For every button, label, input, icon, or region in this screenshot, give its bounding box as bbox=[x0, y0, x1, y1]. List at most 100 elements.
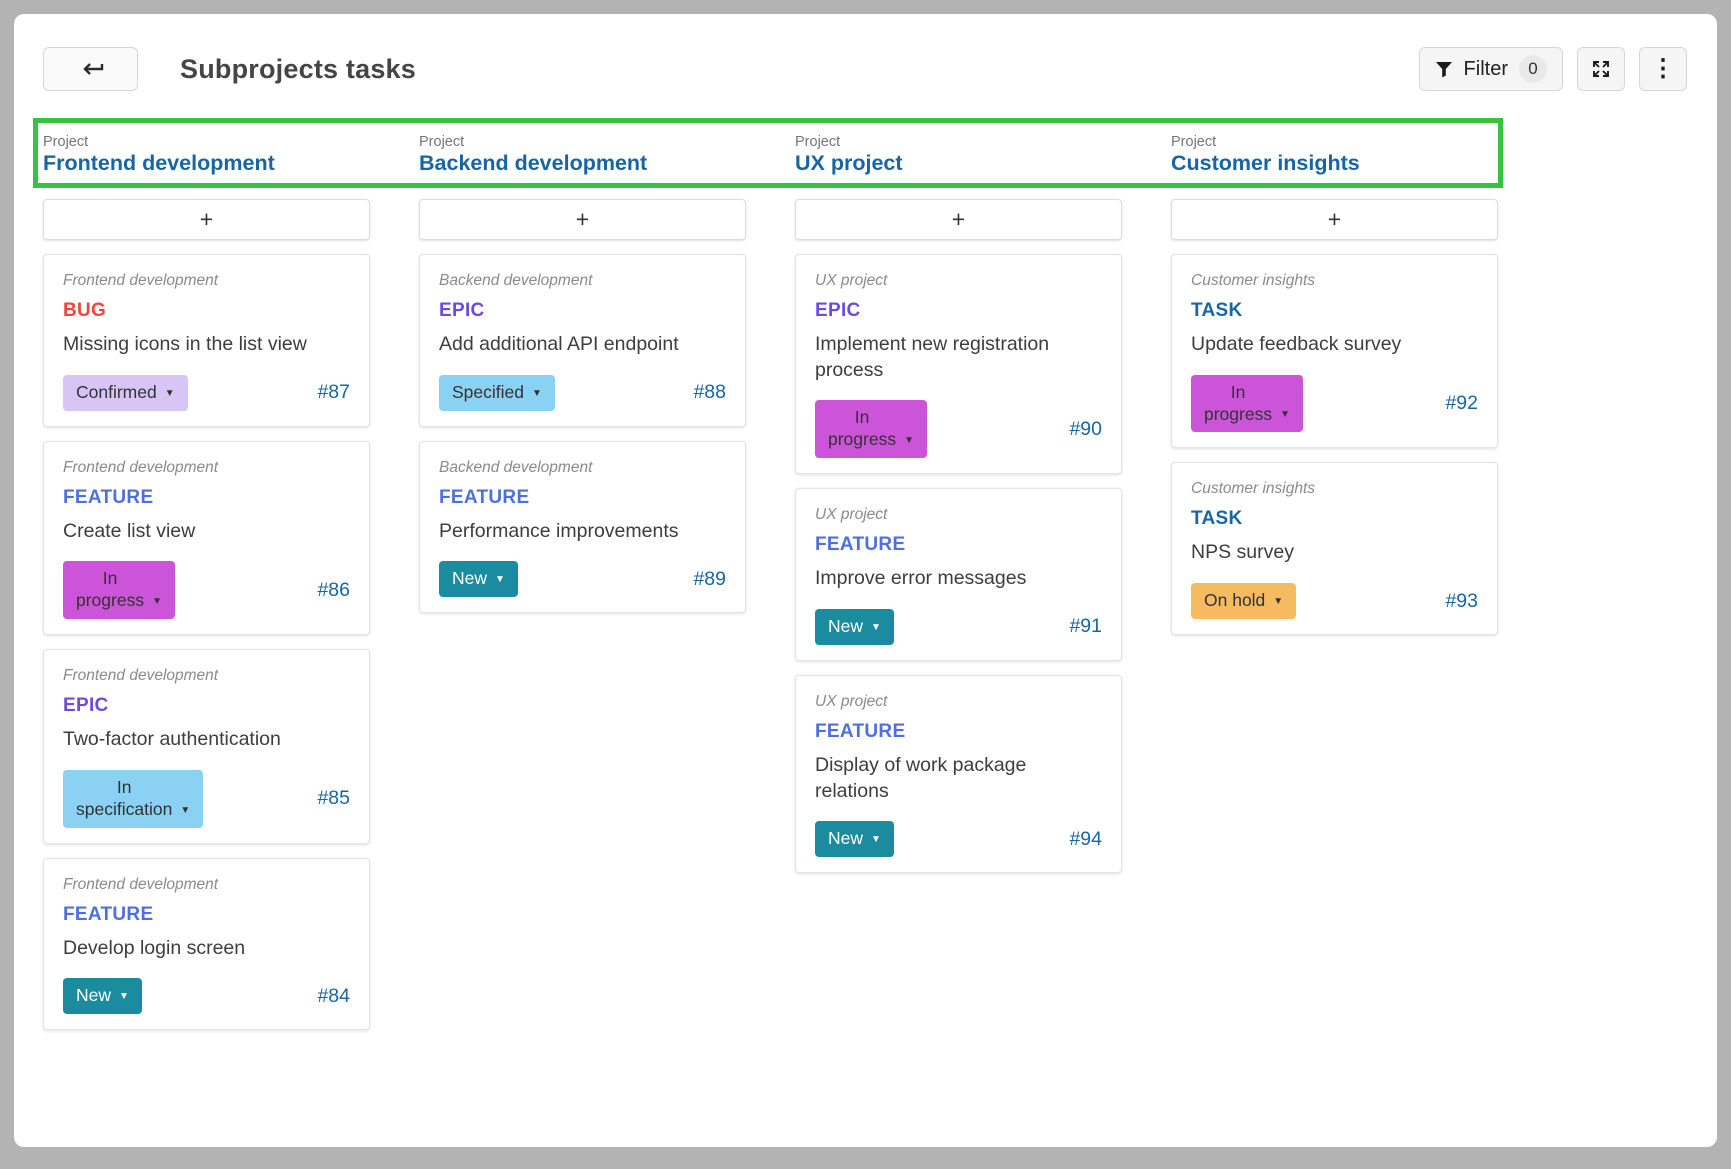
work-package-card[interactable]: Backend development FEATURE Performance … bbox=[419, 440, 746, 614]
status-label: New bbox=[76, 985, 112, 1006]
card-type-label: FEATURE bbox=[815, 720, 906, 742]
column-header-frontend: Project Frontend development bbox=[43, 134, 370, 176]
caret-down-icon: ▼ bbox=[164, 387, 175, 399]
back-button[interactable] bbox=[43, 47, 138, 91]
project-field-label: Project bbox=[419, 134, 465, 150]
card-project-name: Customer insights bbox=[1191, 480, 1316, 498]
card-project-name: UX project bbox=[815, 692, 888, 710]
work-package-card[interactable]: Backend development EPIC Add additional … bbox=[419, 254, 746, 427]
work-package-card[interactable]: UX project FEATURE Display of work packa… bbox=[795, 674, 1122, 874]
work-package-id[interactable]: #90 bbox=[1069, 417, 1102, 440]
work-package-id[interactable]: #84 bbox=[317, 984, 350, 1007]
card-type-label: BUG bbox=[63, 300, 107, 321]
more-menu-button[interactable]: ⋮ bbox=[1639, 47, 1687, 91]
board-column-backend: + Backend development EPIC Add additiona… bbox=[419, 199, 746, 1030]
card-title: Develop login screen bbox=[63, 936, 246, 959]
status-dropdown[interactable]: New ▼ bbox=[815, 608, 894, 645]
card-title: Improve error messages bbox=[815, 567, 1027, 590]
caret-down-icon: ▼ bbox=[495, 574, 505, 586]
project-field-label: Project bbox=[43, 134, 89, 150]
add-card-button[interactable]: + bbox=[1171, 199, 1498, 240]
status-dropdown[interactable]: New ▼ bbox=[815, 821, 894, 858]
status-dropdown[interactable]: Specified ▼ bbox=[439, 374, 555, 411]
card-title: Create list view bbox=[63, 519, 196, 542]
card-footer: Confirmed ▼ #87 bbox=[63, 374, 350, 411]
add-card-button[interactable]: + bbox=[419, 199, 746, 240]
status-dropdown[interactable]: In progress ▼ bbox=[815, 400, 927, 459]
caret-down-icon: ▼ bbox=[532, 387, 542, 399]
work-package-card[interactable]: Frontend development FEATURE Develop log… bbox=[43, 857, 370, 1031]
status-dropdown[interactable]: In progress ▼ bbox=[63, 561, 175, 620]
card-type-label: EPIC bbox=[63, 695, 109, 717]
status-dropdown[interactable]: New ▼ bbox=[63, 978, 142, 1015]
status-dropdown[interactable]: In progress ▼ bbox=[1191, 374, 1303, 433]
work-package-id[interactable]: #93 bbox=[1445, 589, 1478, 612]
card-type-label: EPIC bbox=[439, 300, 485, 321]
card-footer: In progress ▼ #86 bbox=[63, 561, 350, 620]
work-package-card[interactable]: Customer insights TASK NPS survey On hol… bbox=[1171, 462, 1498, 636]
project-header-highlight: Project Frontend development Project Bac… bbox=[33, 118, 1503, 188]
card-type-label: FEATURE bbox=[63, 486, 154, 508]
card-footer: New ▼ #91 bbox=[815, 608, 1102, 645]
caret-down-icon: ▼ bbox=[152, 596, 162, 608]
column-header-backend: Project Backend development bbox=[419, 134, 746, 176]
caret-down-icon: ▼ bbox=[871, 834, 881, 846]
card-title: Display of work package relations bbox=[815, 753, 1027, 802]
work-package-card[interactable]: Frontend development EPIC Two-factor aut… bbox=[43, 649, 370, 844]
work-package-id[interactable]: #91 bbox=[1069, 615, 1102, 638]
column-header-ux: Project UX project bbox=[795, 134, 1122, 176]
work-package-card[interactable]: UX project FEATURE Improve error message… bbox=[795, 488, 1122, 661]
card-footer: On hold ▼ #93 bbox=[1191, 583, 1478, 620]
card-footer: In progress ▼ #90 bbox=[815, 400, 1102, 459]
work-package-id[interactable]: #92 bbox=[1445, 392, 1478, 415]
work-package-id[interactable]: #85 bbox=[317, 787, 350, 810]
project-name: Customer insights bbox=[1171, 151, 1360, 175]
status-label: Confirmed bbox=[76, 381, 157, 402]
card-project-name: Frontend development bbox=[63, 667, 219, 685]
project-name: Frontend development bbox=[43, 151, 275, 175]
card-footer: In specification ▼ #85 bbox=[63, 769, 350, 828]
caret-down-icon: ▼ bbox=[904, 435, 914, 447]
status-dropdown[interactable]: New ▼ bbox=[439, 561, 518, 598]
status-label: New bbox=[828, 615, 864, 636]
card-project-name: Backend development bbox=[439, 272, 593, 289]
work-package-card[interactable]: Frontend development FEATURE Create list… bbox=[43, 440, 370, 636]
status-label: On hold bbox=[1204, 590, 1266, 611]
card-project-name: UX project bbox=[815, 506, 888, 524]
project-name: UX project bbox=[795, 151, 903, 175]
work-package-card[interactable]: Frontend development BUG Missing icons i… bbox=[43, 254, 370, 427]
work-package-id[interactable]: #88 bbox=[693, 381, 726, 404]
kebab-menu-icon: ⋮ bbox=[1651, 55, 1675, 82]
work-package-id[interactable]: #94 bbox=[1069, 827, 1102, 850]
card-type-label: TASK bbox=[1191, 300, 1243, 321]
work-package-card[interactable]: Customer insights TASK Update feedback s… bbox=[1171, 254, 1498, 449]
status-label: In progress bbox=[1204, 381, 1273, 424]
status-dropdown[interactable]: On hold ▼ bbox=[1191, 583, 1297, 620]
work-package-id[interactable]: #86 bbox=[317, 578, 350, 601]
status-dropdown[interactable]: In specification ▼ bbox=[63, 769, 204, 828]
back-arrow-icon bbox=[78, 61, 104, 77]
fullscreen-button[interactable] bbox=[1577, 47, 1625, 91]
work-package-id[interactable]: #87 bbox=[317, 381, 350, 404]
card-title: Performance improvements bbox=[439, 519, 679, 542]
status-label: In specification bbox=[76, 776, 173, 819]
card-project-name: Frontend development bbox=[63, 458, 219, 476]
card-footer: In progress ▼ #92 bbox=[1191, 374, 1478, 433]
project-field-label: Project bbox=[1171, 134, 1217, 150]
fullscreen-icon bbox=[1592, 60, 1610, 78]
column-headers: Project Frontend development Project Bac… bbox=[43, 134, 1498, 176]
add-card-button[interactable]: + bbox=[795, 199, 1122, 240]
filter-button[interactable]: Filter 0 bbox=[1418, 47, 1563, 91]
card-project-name: Frontend development bbox=[63, 272, 219, 289]
card-footer: Specified ▼ #88 bbox=[439, 374, 726, 411]
work-package-id[interactable]: #89 bbox=[693, 567, 726, 590]
status-dropdown[interactable]: Confirmed ▼ bbox=[63, 374, 188, 411]
board-column-frontend: + Frontend development BUG Missing icons… bbox=[43, 199, 370, 1031]
add-card-button[interactable]: + bbox=[43, 199, 370, 240]
card-title: Missing icons in the list view bbox=[63, 333, 307, 355]
column-header-customer-insights: Project Customer insights bbox=[1171, 134, 1498, 176]
card-project-name: Backend development bbox=[439, 458, 593, 476]
work-package-card[interactable]: UX project EPIC Implement new registrati… bbox=[795, 254, 1122, 475]
status-label: In progress bbox=[76, 568, 145, 611]
status-label: Specified bbox=[452, 381, 524, 402]
